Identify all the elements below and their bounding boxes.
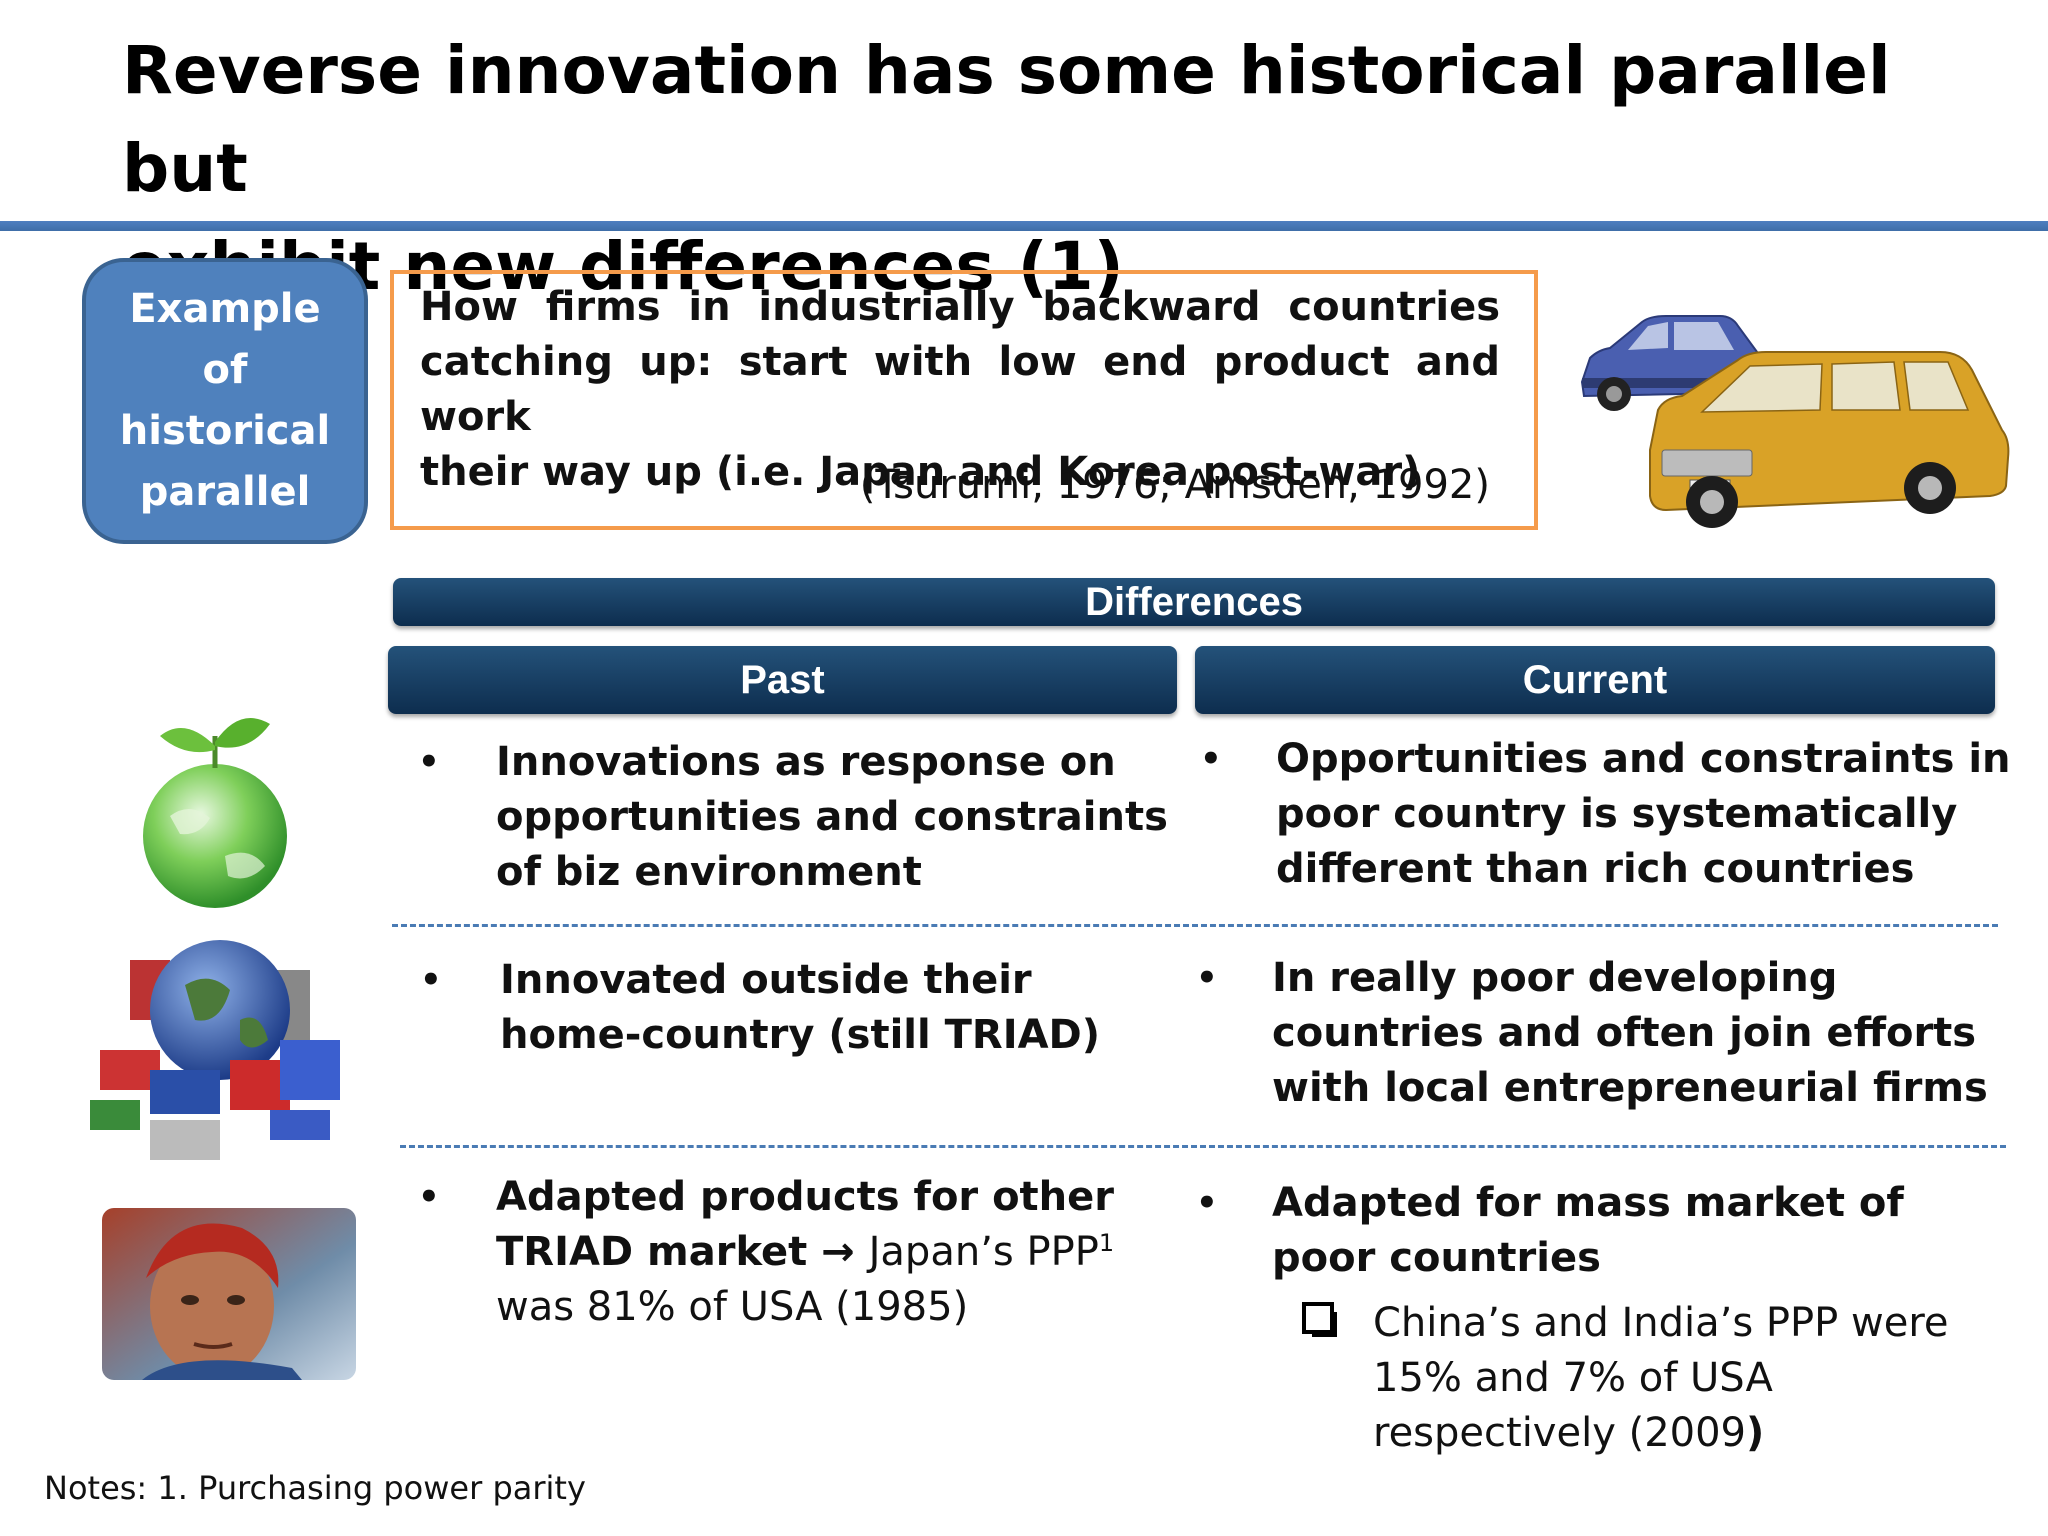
example-label-line: historical bbox=[119, 408, 331, 454]
bullet: • bbox=[420, 960, 442, 1000]
title-divider bbox=[0, 221, 2048, 231]
cell-line: Innovations as response on bbox=[496, 739, 1116, 785]
bullet: • bbox=[1196, 958, 1218, 998]
bullet: • bbox=[1196, 1183, 1218, 1223]
cell-line: In really poor developing bbox=[1272, 955, 1838, 1001]
cell-line: different than rich countries bbox=[1276, 846, 1915, 892]
cell-line: was 81% of USA (1985) bbox=[496, 1284, 969, 1330]
current-row-3-subpoint: China’s and India’s PPP were 15% and 7% … bbox=[1373, 1296, 2013, 1461]
slide-title: Reverse innovation has some historical p… bbox=[122, 22, 2002, 316]
cars-image bbox=[1580, 315, 2010, 528]
globe-plant-icon bbox=[143, 718, 287, 908]
description-line: their way up (i.e. Japan and Korea post-… bbox=[420, 449, 1421, 495]
cell-line: Opportunities and constraints in bbox=[1276, 736, 2011, 782]
example-label-line: Example bbox=[129, 286, 321, 332]
cell-line: opportunities and constraints bbox=[496, 794, 1168, 840]
cell-line: poor countries bbox=[1272, 1235, 1601, 1281]
cell-line: home-country (still TRIAD) bbox=[500, 1012, 1101, 1058]
right-arrow-icon: → bbox=[821, 1229, 855, 1275]
row-divider bbox=[400, 1145, 2006, 1148]
woman-portrait-image bbox=[102, 1208, 356, 1380]
closing-paren: ) bbox=[1746, 1410, 1765, 1456]
historical-parallel-box bbox=[390, 270, 1538, 530]
title-line-1: Reverse innovation has some historical p… bbox=[122, 32, 1891, 207]
current-row-1: Opportunities and constraints in poor co… bbox=[1276, 732, 2016, 897]
bullet: • bbox=[1200, 739, 1222, 779]
past-row-1: Innovations as response on opportunities… bbox=[496, 735, 1176, 900]
past-row-2: Innovated outside their home-country (st… bbox=[500, 953, 1180, 1063]
differences-header: Differences bbox=[393, 578, 1995, 626]
japan-ppp-text: Japan’s PPP bbox=[868, 1229, 1099, 1275]
bullet: • bbox=[418, 742, 440, 782]
citation: (Tsurumi, 1976; Amsden, 1992) bbox=[859, 462, 1490, 508]
example-label: Example of historical parallel bbox=[100, 279, 350, 523]
checkbox-bullet-icon bbox=[1302, 1302, 1337, 1337]
cell-line: 15% and 7% of USA bbox=[1373, 1355, 1773, 1401]
example-label-line: parallel bbox=[139, 469, 311, 515]
cell-line: Adapted products for other bbox=[496, 1174, 1115, 1220]
triad-market-text: TRIAD market bbox=[496, 1229, 808, 1275]
cell-line: of biz environment bbox=[496, 849, 922, 895]
historical-parallel-description: How firms in industrially backward count… bbox=[420, 280, 1500, 500]
example-label-line: of bbox=[202, 347, 248, 393]
example-label-box: Example of historical parallel bbox=[82, 258, 368, 544]
footnote-marker: 1 bbox=[1098, 1229, 1115, 1257]
cell-line: poor country is systematically bbox=[1276, 791, 1958, 837]
cell-line: TRIAD market → Japan’s PPP1 bbox=[496, 1225, 1186, 1280]
cell-line: Adapted for mass market of bbox=[1272, 1180, 1904, 1226]
yellow-car-icon bbox=[1649, 351, 2010, 528]
globe-containers-icon bbox=[90, 940, 340, 1160]
cell-line: respectively (2009) bbox=[1373, 1406, 2013, 1461]
past-header: Past bbox=[388, 646, 1177, 714]
row-divider bbox=[392, 924, 1998, 927]
sub-text: respectively (2009 bbox=[1373, 1410, 1746, 1456]
bullet: • bbox=[418, 1177, 440, 1217]
cell-line: with local entrepreneurial firms bbox=[1272, 1065, 1988, 1111]
description-line: How firms in industrially backward count… bbox=[420, 284, 1500, 330]
current-row-3: Adapted for mass market of poor countrie… bbox=[1272, 1176, 2012, 1286]
current-row-2: In really poor developing countries and … bbox=[1272, 951, 2012, 1116]
description-line: catching up: start with low end product … bbox=[420, 339, 1500, 440]
current-header: Current bbox=[1195, 646, 1995, 714]
cell-line: China’s and India’s PPP were bbox=[1373, 1300, 1949, 1346]
cell-line: Innovated outside their bbox=[500, 957, 1032, 1003]
footnote: Notes: 1. Purchasing power parity bbox=[44, 1469, 586, 1507]
past-row-3: Adapted products for other TRIAD market … bbox=[496, 1170, 1186, 1335]
cell-line: countries and often join efforts bbox=[1272, 1010, 1977, 1056]
